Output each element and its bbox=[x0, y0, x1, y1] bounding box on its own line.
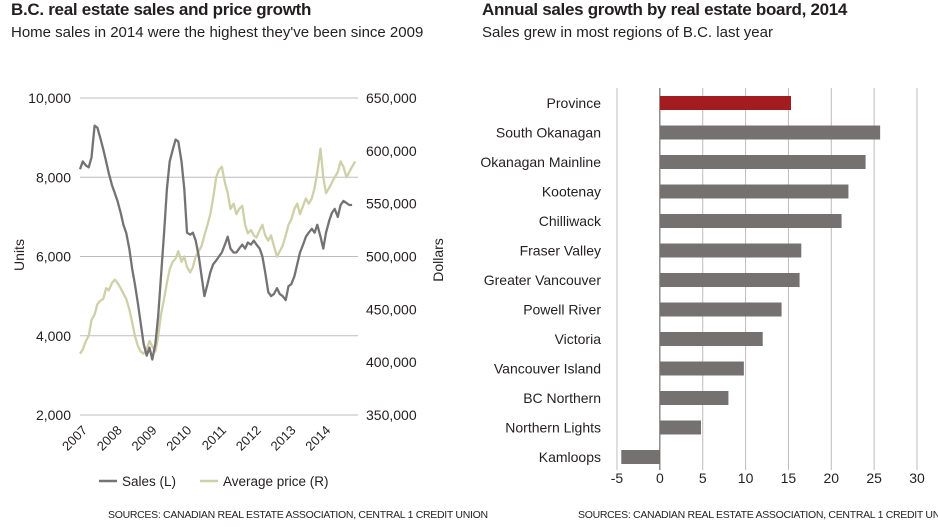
bar bbox=[621, 450, 660, 464]
bar-x-tick-label: 10 bbox=[738, 470, 754, 486]
bar-x-tick-label: 20 bbox=[823, 470, 839, 486]
left-chart-subtitle: Home sales in 2014 were the highest they… bbox=[11, 24, 424, 41]
bar bbox=[659, 361, 744, 376]
bar-x-tick-label: -5 bbox=[611, 470, 624, 486]
bar bbox=[659, 214, 842, 228]
bar-category-label: Vancouver Island bbox=[494, 361, 601, 377]
bar-x-tick-label: 25 bbox=[866, 470, 882, 486]
legend-sales-label: Sales (L) bbox=[122, 474, 176, 489]
x-tick-label: 2012 bbox=[233, 423, 264, 454]
legend-price-label: Average price (R) bbox=[223, 474, 329, 489]
bar-category-label: Powell River bbox=[523, 302, 601, 318]
bar-category-label: Chilliwack bbox=[539, 213, 602, 229]
bar-category-label: Victoria bbox=[555, 331, 602, 347]
line-series-group bbox=[78, 124, 357, 361]
x-axis-ticks: 2007 2008 2009 2010 2011 2012 2013 2014 bbox=[59, 423, 333, 454]
bar-x-axis-ticks: -5 0 5 10 15 20 25 30 bbox=[611, 470, 925, 486]
right-y-tick-label: 650,000 bbox=[366, 90, 417, 106]
right-chart-title: Annual sales growth by real estate board… bbox=[482, 0, 848, 19]
bar-x-tick-label: 0 bbox=[656, 470, 664, 486]
x-tick-label: 2011 bbox=[199, 423, 229, 453]
bar-category-labels: Province South Okanagan Okanagan Mainline K… bbox=[480, 95, 602, 465]
bar-category-label: South Okanagan bbox=[496, 125, 601, 141]
average-price-line bbox=[79, 147, 357, 355]
bar bbox=[659, 184, 849, 199]
bar-category-label: Greater Vancouver bbox=[484, 272, 602, 288]
bar bbox=[659, 243, 802, 258]
bar-x-tick-label: 15 bbox=[781, 470, 797, 486]
bar-category-label: Province bbox=[547, 95, 602, 111]
bar-chart: Province South Okanagan Okanagan Mainline K… bbox=[480, 88, 925, 486]
bar-x-tick-label: 30 bbox=[909, 470, 925, 486]
right-y-tick-label: 400,000 bbox=[366, 354, 417, 370]
right-y-tick-label: 500,000 bbox=[366, 249, 417, 265]
x-tick-label: 2007 bbox=[59, 423, 90, 454]
bar bbox=[659, 273, 800, 287]
x-tick-label: 2010 bbox=[163, 423, 194, 454]
bar-category-label: Fraser Valley bbox=[520, 243, 601, 259]
bar bbox=[659, 125, 881, 140]
bar bbox=[659, 302, 782, 317]
left-y-tick-label: 4,000 bbox=[36, 328, 71, 344]
left-axis-label: Units bbox=[11, 239, 27, 271]
right-chart-subtitle: Sales grew in most regions of B.C. last … bbox=[482, 24, 773, 41]
sales-line bbox=[78, 124, 353, 361]
x-tick-label: 2013 bbox=[268, 423, 299, 454]
right-y-tick-label: 350,000 bbox=[366, 407, 417, 423]
left-y-tick-label: 6,000 bbox=[36, 249, 71, 265]
right-source-note: SOURCES: CANADIAN REAL ESTATE ASSOCIATIO… bbox=[578, 509, 938, 521]
left-y-tick-label: 10,000 bbox=[28, 90, 71, 106]
x-tick-label: 2008 bbox=[94, 423, 125, 454]
right-axis-label: Dollars bbox=[430, 238, 446, 282]
line-chart: 10,000 8,000 6,000 4,000 2,000 650,000 600,00… bbox=[11, 90, 446, 489]
right-y-tick-label: 450,000 bbox=[366, 301, 417, 317]
bar-category-label: Kootenay bbox=[542, 184, 601, 200]
bar bbox=[659, 391, 729, 405]
bar-category-label: Okanagan Mainline bbox=[480, 154, 601, 170]
left-source-note: SOURCES: CANADIAN REAL ESTATE ASSOCIATIO… bbox=[108, 509, 488, 521]
bar bbox=[659, 420, 701, 435]
left-y-tick-label: 2,000 bbox=[36, 407, 71, 423]
right-y-tick-label: 550,000 bbox=[366, 196, 417, 212]
legend: Sales (L) Average price (R) bbox=[99, 474, 329, 489]
right-y-tick-label: 600,000 bbox=[366, 143, 417, 159]
left-y-axis-ticks: 10,000 8,000 6,000 4,000 2,000 bbox=[28, 90, 71, 423]
bar-category-label: Northern Lights bbox=[505, 420, 601, 436]
bar-series bbox=[621, 96, 881, 464]
bar bbox=[659, 96, 791, 110]
left-chart-title: B.C. real estate sales and price growth bbox=[11, 0, 312, 19]
bar-category-label: Kamloops bbox=[539, 449, 601, 465]
bar-x-tick-label: 5 bbox=[699, 470, 707, 486]
left-y-tick-label: 8,000 bbox=[36, 169, 71, 185]
bar bbox=[659, 155, 866, 169]
x-tick-label: 2014 bbox=[302, 423, 333, 454]
bar-category-label: BC Northern bbox=[523, 390, 601, 406]
right-y-axis-ticks: 650,000 600,000 550,000 500,000 450,000 400,0… bbox=[366, 90, 417, 423]
x-tick-label: 2009 bbox=[129, 423, 160, 454]
bar bbox=[659, 332, 763, 346]
